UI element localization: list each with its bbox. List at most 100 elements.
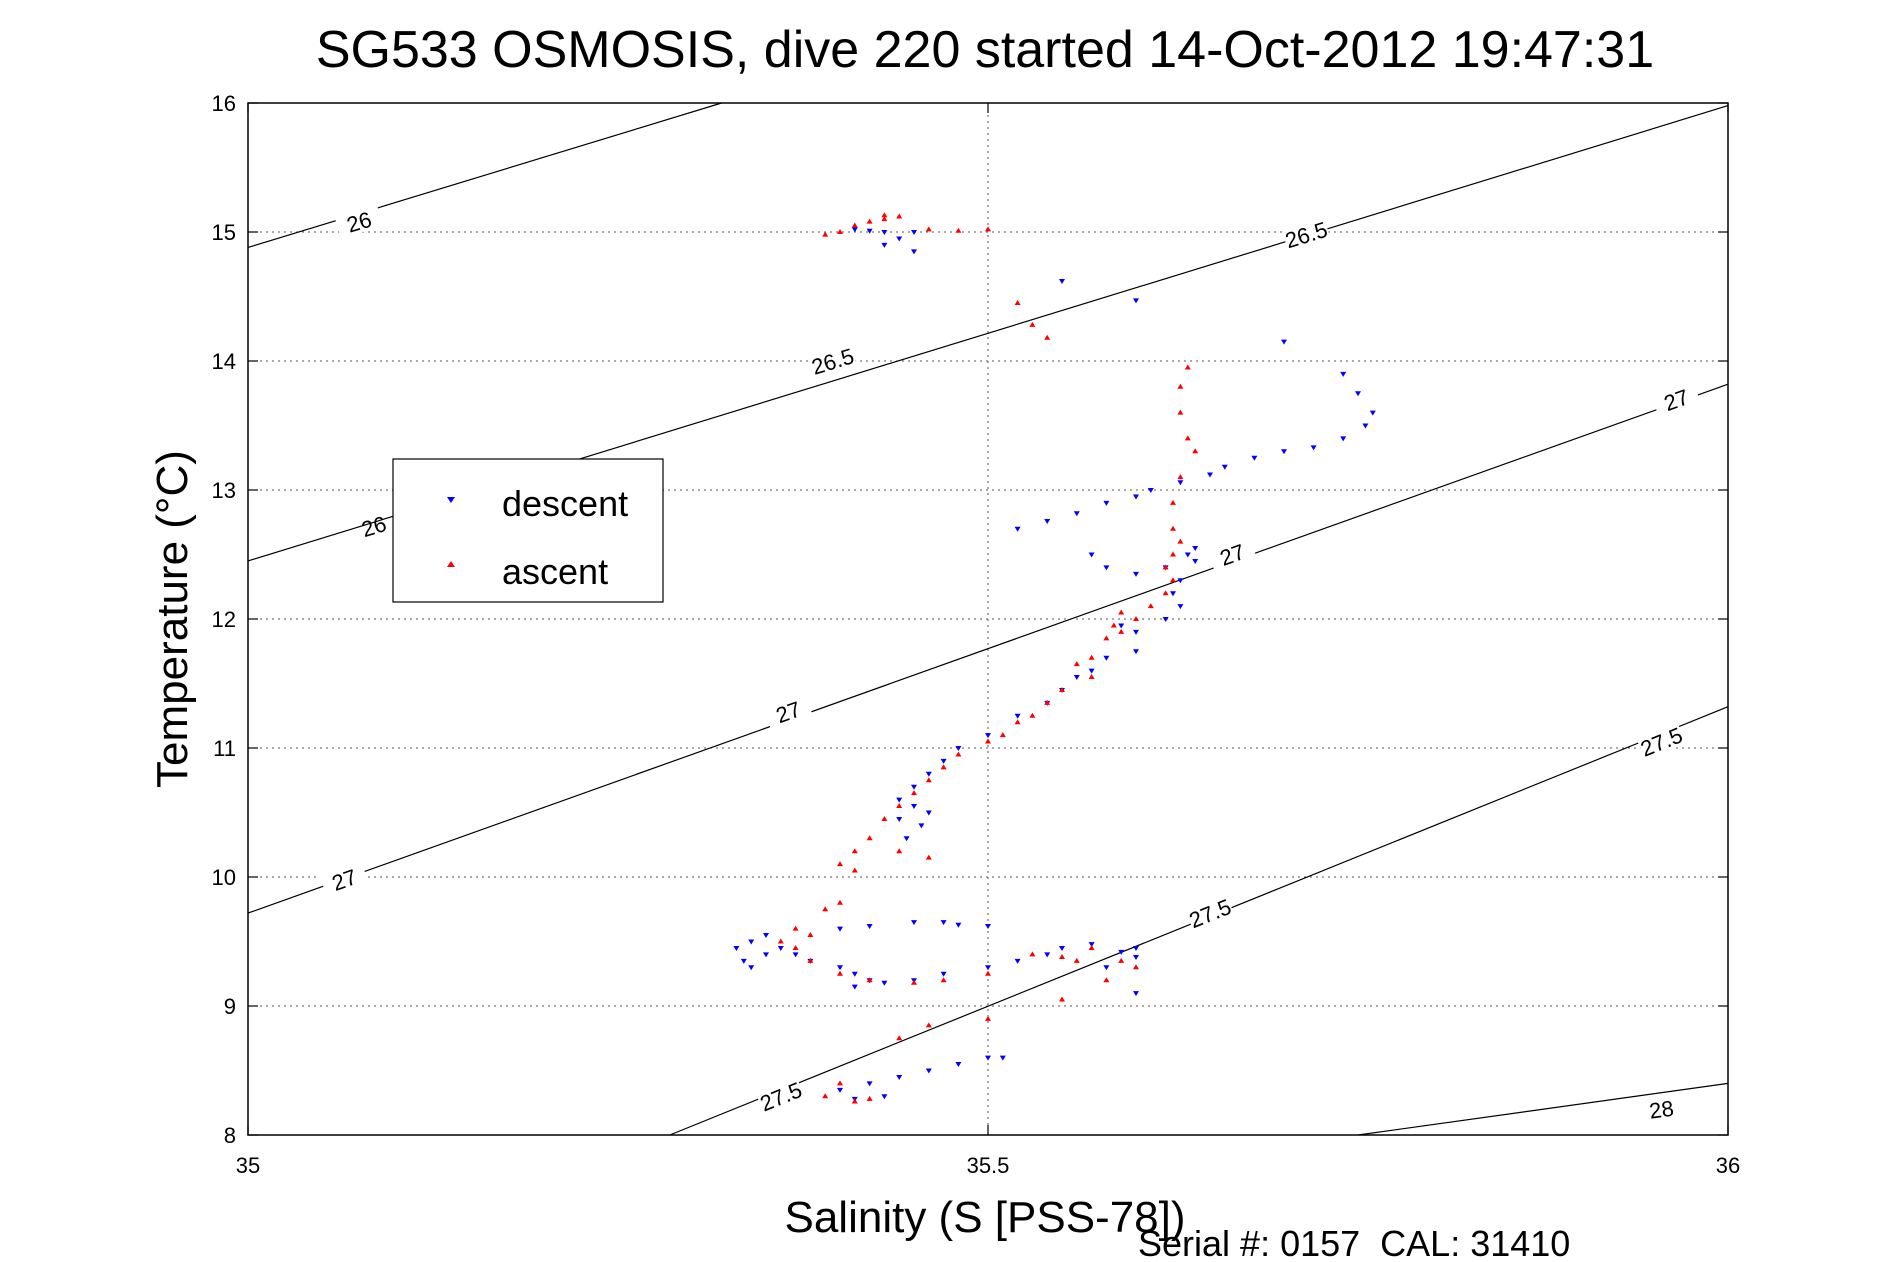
ascent-point-24 [1170,577,1176,583]
descent-series [733,227,1376,1102]
descent-point-27 [1088,552,1095,558]
contour-label-bg [319,859,369,898]
descent-point-16 [1281,449,1287,455]
ascent-point-10 [1014,299,1021,305]
descent-point-92 [896,1074,903,1080]
ascent-point-71 [1103,977,1110,983]
ascent-point-73 [985,1015,991,1021]
descent-point-74 [985,965,991,971]
ascent-point-22 [1170,551,1176,557]
descent-point-0 [851,227,858,233]
y-tick-label-8: 16 [212,91,236,116]
ascent-point-79 [851,1098,858,1104]
descent-point-61 [740,958,747,964]
ascent-point-29 [1110,622,1117,628]
x-tick-label-2: 36 [1716,1153,1740,1178]
legend-box [392,458,664,603]
ascent-point-76 [837,1080,843,1086]
ascent-point-19 [1170,499,1176,505]
descent-point-75 [1014,958,1021,964]
descent-point-79 [1118,949,1125,955]
descent-point-53 [911,804,917,810]
contour-label-bg [334,202,384,239]
y-tick-label-3: 11 [213,736,236,761]
x-tick-label-1: 35.5 [967,1153,1010,1178]
descent-point-88 [955,922,962,928]
descent-point-24 [1073,511,1080,517]
descent-point-18 [1221,464,1228,470]
descent-point-52 [896,797,903,803]
ascent-point-27 [1118,609,1125,615]
ascent-point-31 [1103,635,1110,641]
descent-point-38 [1133,629,1139,635]
contour-label-bg [807,342,857,378]
descent-point-13 [1362,423,1369,429]
isopycnal-27 [247,383,1729,914]
ascent-point-11 [1029,321,1036,327]
contour-label-bg [763,692,813,730]
serial-cal-footer: Serial #: 0157 CAL: 31410 [1138,1223,1570,1262]
descent-point-77 [1059,945,1065,951]
ascent-point-34 [1088,674,1095,680]
ascent-point-9 [985,226,991,232]
ascent-point-41 [955,751,962,757]
descent-point-15 [1310,445,1317,451]
x-tick-label-0: 35 [236,1153,260,1178]
descent-point-1 [866,228,873,234]
ascent-point-58 [792,944,799,950]
ascent-point-7 [925,226,932,232]
descent-point-58 [733,945,740,951]
descent-point-85 [866,924,873,930]
descent-point-70 [851,984,858,990]
descent-point-68 [851,971,858,977]
descent-point-12 [1369,410,1376,416]
descent-point-51 [911,784,917,790]
descent-point-71 [881,980,888,986]
descent-point-91 [866,1081,873,1087]
descent-point-9 [1281,339,1287,345]
descent-point-7 [1059,279,1065,285]
ascent-point-53 [837,899,843,905]
y-tick-label-4: 12 [212,607,236,632]
ascent-point-65 [1029,951,1036,957]
descent-point-39 [1118,623,1125,629]
y-tick-label-1: 9 [224,994,236,1019]
descent-point-81 [1133,945,1139,951]
descent-point-76 [1044,952,1051,958]
descent-point-37 [1162,617,1169,622]
descent-point-93 [925,1068,932,1074]
ascent-point-40 [985,738,991,744]
descent-point-94 [955,1062,962,1068]
ascent-point-51 [896,848,903,854]
descent-point-65 [792,952,799,958]
descent-point-95 [985,1055,991,1061]
ascent-point-16 [1184,435,1191,441]
ascent-point-5 [837,229,843,234]
descent-point-11 [1355,391,1361,397]
ascent-point-15 [1177,409,1184,415]
descent-point-33 [1192,558,1199,564]
descent-point-35 [1170,591,1176,597]
ascent-point-18 [1177,474,1184,480]
descent-point-41 [1103,655,1110,661]
ascent-point-26 [1147,603,1154,609]
descent-point-28 [1103,565,1110,571]
ascent-point-4 [881,212,888,218]
ascent-point-60 [837,970,843,976]
descent-point-4 [896,236,903,242]
ascent-point-38 [1014,719,1021,725]
descent-point-19 [1207,472,1213,478]
contour-label-bg [755,1075,806,1115]
descent-point-26 [1014,526,1021,532]
descent-point-46 [1014,713,1021,719]
ascent-point-54 [822,906,829,912]
descent-point-87 [940,920,947,926]
descent-point-50 [925,771,932,777]
contour-label-bg [1207,534,1257,573]
ascent-point-68 [1088,944,1095,950]
descent-point-40 [1133,649,1139,655]
ascent-point-47 [866,835,873,841]
ascent-point-52 [925,854,932,860]
ascent-point-33 [1073,661,1080,667]
